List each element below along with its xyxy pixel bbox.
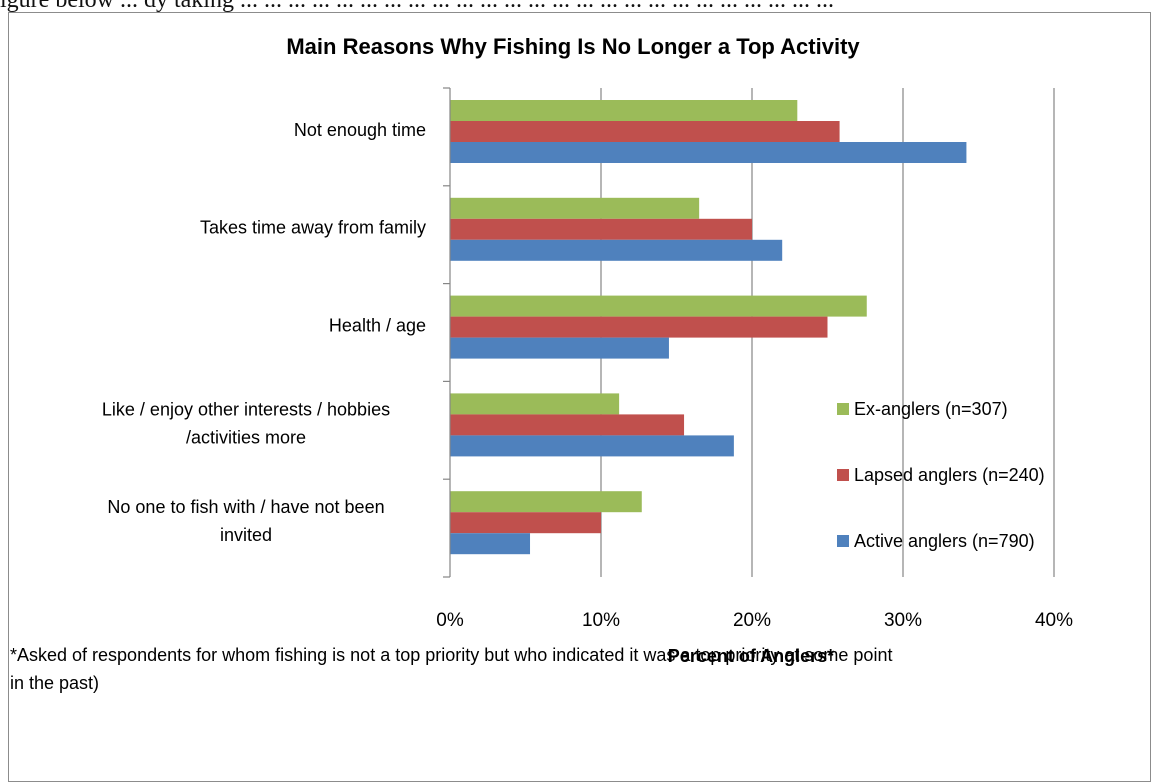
legend-swatch xyxy=(837,403,849,415)
legend-label: Active anglers (n=790) xyxy=(854,531,1035,551)
bar-lapsed xyxy=(450,512,601,534)
bar-lapsed xyxy=(450,218,752,240)
footnote-line-2: in the past) xyxy=(10,673,100,693)
x-tick-label: 10% xyxy=(582,610,620,631)
x-axis-title: Percent of Anglers* xyxy=(668,646,834,666)
bar-lapsed xyxy=(450,414,685,436)
bar-active xyxy=(450,533,531,555)
bar-active xyxy=(450,239,783,261)
chart-title: Main Reasons Why Fishing Is No Longer a … xyxy=(286,34,860,59)
category-label: No one to fish with / have not been invit… xyxy=(107,497,384,545)
axes xyxy=(443,87,451,578)
category-label: Like / enjoy other interests / hobbies/a… xyxy=(102,399,390,447)
footnote-line-1: *Asked of respondents for whom fishing i… xyxy=(10,645,893,665)
x-tick-label: 20% xyxy=(733,610,771,631)
bar-active xyxy=(450,337,669,359)
legend-swatch xyxy=(837,469,849,481)
bar-ex xyxy=(450,393,620,415)
footnote: *Asked of respondents for whom fishing i… xyxy=(10,641,1130,697)
legend-label: Lapsed anglers (n=240) xyxy=(854,465,1045,485)
legend-swatch xyxy=(837,535,849,547)
x-tick-label: 40% xyxy=(1035,610,1073,631)
bar-lapsed xyxy=(450,121,840,142)
bar-active xyxy=(450,142,967,163)
bars xyxy=(450,100,967,555)
x-tick-label: 30% xyxy=(884,610,922,631)
bar-ex xyxy=(450,100,798,121)
x-tick-label: 0% xyxy=(436,610,464,631)
clipped-text-above-figure: igure below ... dy taking ... ... ... ..… xyxy=(0,0,834,13)
bar-active xyxy=(450,435,734,457)
legend: Ex-anglers (n=307) Lapsed anglers (n=240)… xyxy=(837,399,1045,551)
x-tick-labels: 0% 10% 20% 30% 40% xyxy=(436,610,1073,631)
legend-label: Ex-anglers (n=307) xyxy=(854,399,1008,419)
category-label: Not enough time xyxy=(294,120,426,140)
category-label: Takes time away from family xyxy=(200,218,426,238)
bar-ex xyxy=(450,491,642,513)
category-labels: Not enough time Takes time away from fami… xyxy=(102,120,426,545)
bar-ex xyxy=(450,295,867,317)
category-label: Health / age xyxy=(329,316,426,336)
bar-lapsed xyxy=(450,316,828,338)
bar-ex xyxy=(450,197,700,219)
